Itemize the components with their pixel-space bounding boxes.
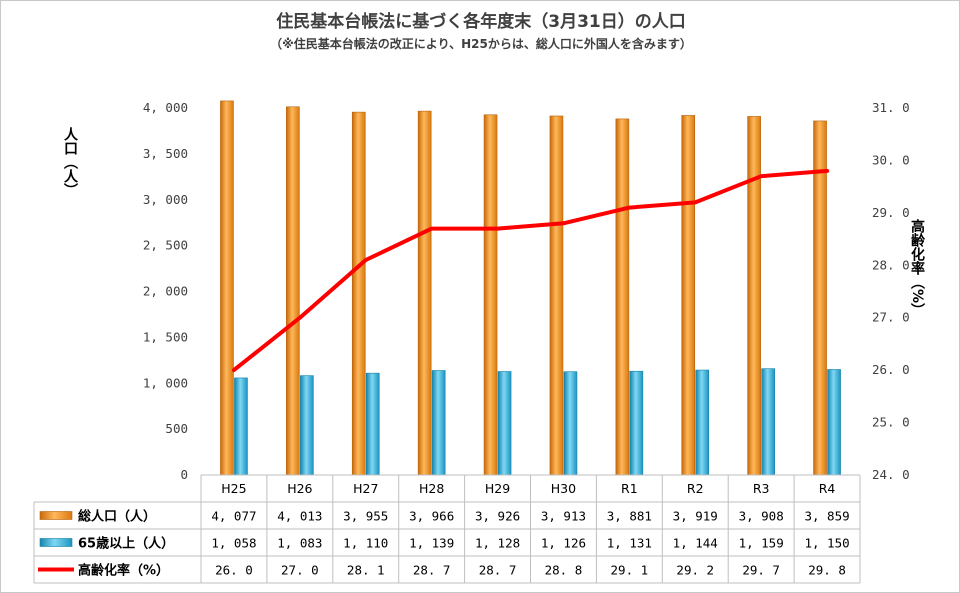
x-category-label: R4: [819, 481, 836, 496]
table-cell-value: 3, 926: [475, 509, 520, 524]
table-cell-value: 1, 150: [804, 536, 849, 551]
y-axis-left-label: 人口（人）: [62, 127, 78, 197]
x-category-label: H30: [551, 481, 576, 496]
table-cell-value: 1, 139: [409, 536, 454, 551]
bar-total-population: [417, 110, 432, 476]
y-left-tick-label: 0: [180, 467, 188, 482]
legend-key-bar: [39, 511, 73, 520]
bar-aged-65-plus: [300, 375, 314, 476]
y-left-tick-label: 1, 000: [143, 375, 188, 390]
y-right-tick-label: 26. 0: [872, 362, 910, 377]
bar-total-population: [615, 118, 630, 476]
y-right-tick-label: 30. 0: [872, 152, 910, 167]
x-category-label: H26: [287, 481, 312, 496]
table-cell-value: 28. 7: [413, 563, 451, 578]
table-cell-value: 29. 8: [808, 563, 846, 578]
table-cell-value: 3, 859: [804, 509, 849, 524]
bar-aged-65-plus: [431, 370, 446, 476]
x-category-label: H25: [221, 481, 246, 496]
bar-aged-65-plus: [497, 371, 512, 476]
x-category-label: R3: [753, 481, 770, 496]
y-right-tick-label: 27. 0: [872, 310, 910, 325]
bar-total-population: [813, 120, 827, 476]
table-cell-value: 26. 0: [215, 563, 253, 578]
y-left-tick-label: 3, 500: [143, 146, 188, 161]
table-row-label: 高齢化率（%）: [78, 563, 169, 579]
table-cell-value: 28. 1: [347, 563, 385, 578]
y-right-tick-label: 29. 0: [872, 205, 910, 220]
bar-aged-65-plus: [563, 371, 578, 476]
x-category-label: R1: [621, 481, 638, 496]
table-cell-value: 28. 8: [545, 563, 583, 578]
bar-total-population: [549, 115, 564, 476]
bar-total-population: [220, 100, 234, 476]
table-row-label: 総人口（人）: [78, 509, 156, 525]
x-category-label: H29: [485, 481, 510, 496]
bar-aged-65-plus: [695, 369, 710, 476]
x-category-label: H28: [419, 481, 444, 496]
table-cell-value: 1, 128: [475, 536, 520, 551]
y-right-tick-label: 31. 0: [872, 100, 910, 115]
bar-total-population: [681, 115, 696, 476]
y-left-tick-label: 2, 500: [143, 238, 188, 253]
table-cell-value: 27. 0: [281, 563, 319, 578]
y-left-tick-label: 2, 000: [143, 284, 188, 299]
table-cell-value: 4, 077: [211, 509, 256, 524]
table-cell-value: 28. 7: [479, 563, 517, 578]
table-cell-value: 29. 2: [676, 563, 714, 578]
y-left-tick-label: 4, 000: [143, 100, 188, 115]
table-cell-value: 1, 126: [541, 536, 586, 551]
bar-aged-65-plus: [629, 370, 644, 476]
table-cell-value: 1, 058: [211, 536, 256, 551]
table-cell-value: 1, 159: [739, 536, 784, 551]
x-category-label: R2: [687, 481, 704, 496]
bar-aged-65-plus: [827, 369, 841, 476]
bar-total-population: [286, 106, 300, 476]
bar-total-population: [483, 114, 498, 476]
table-cell-value: 29. 1: [611, 563, 649, 578]
table-cell-value: 3, 913: [541, 509, 586, 524]
bar-aged-65-plus: [365, 372, 380, 476]
table-cell-value: 3, 955: [343, 509, 388, 524]
chart-subtitle: （※住民基本台帳法の改正により、H25からは、総人口に外国人を含みます）: [270, 37, 692, 51]
table-cell-value: 1, 144: [673, 536, 718, 551]
table-cell-value: 1, 110: [343, 536, 388, 551]
table-cell-value: 4, 013: [277, 509, 322, 524]
legend-key-bar: [39, 538, 73, 547]
y-right-tick-label: 28. 0: [872, 257, 910, 272]
table-cell-value: 3, 881: [607, 509, 652, 524]
bar-aged-65-plus: [761, 368, 775, 476]
line-aging-rate: [231, 168, 830, 373]
bar-total-population: [351, 111, 366, 476]
table-row-label: 65歳以上（人）: [78, 536, 174, 552]
table-cell-value: 1, 083: [277, 536, 322, 551]
y-left-tick-label: 3, 000: [143, 192, 188, 207]
y-axis-right-label: 高齢化率（%）: [909, 219, 925, 318]
table-cell-value: 3, 908: [739, 509, 784, 524]
chart-title: 住民基本台帳法に基づく各年度末（3月31日）の人口: [276, 12, 686, 32]
table-cell-value: 1, 131: [607, 536, 652, 551]
bar-total-population: [747, 116, 761, 476]
table-cell-value: 3, 966: [409, 509, 454, 524]
y-left-tick-label: 500: [165, 421, 188, 436]
bar-aged-65-plus: [234, 377, 248, 476]
y-right-tick-label: 25. 0: [872, 415, 910, 430]
y-left-tick-label: 1, 500: [143, 329, 188, 344]
table-cell-value: 29. 7: [742, 563, 780, 578]
y-right-tick-label: 24. 0: [872, 467, 910, 482]
table-cell-value: 3, 919: [673, 509, 718, 524]
x-category-label: H27: [353, 481, 378, 496]
